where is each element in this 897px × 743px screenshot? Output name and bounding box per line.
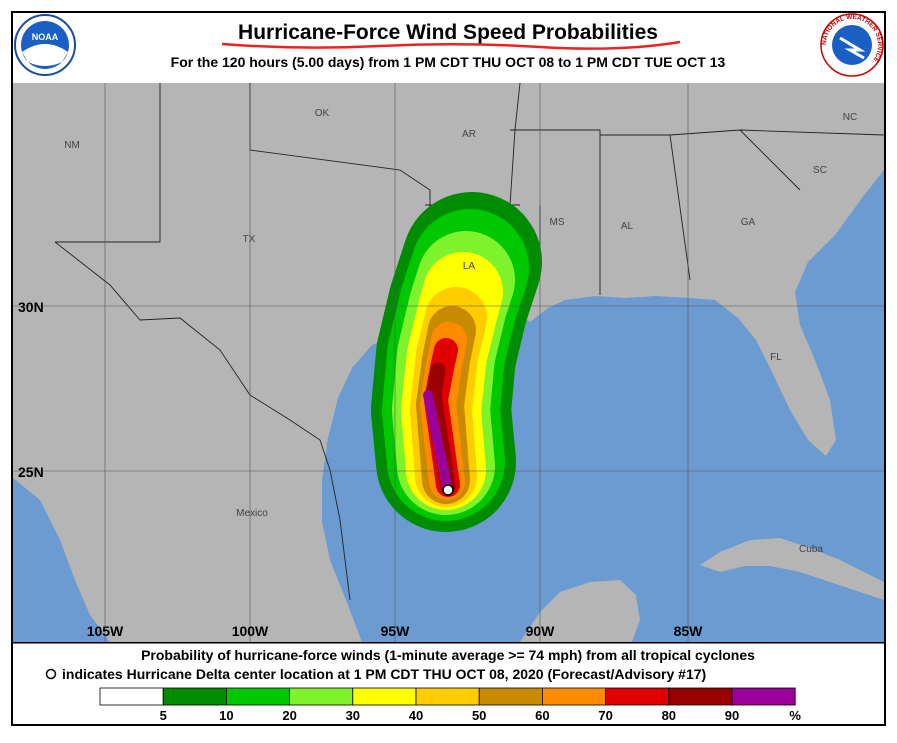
legend-swatch: [289, 687, 354, 706]
logo-text: NOAA: [32, 32, 59, 42]
region-label: FL: [770, 352, 782, 363]
subtitle: For the 120 hours (5.00 days) from 1 PM …: [171, 54, 726, 70]
lon-label: 95W: [381, 623, 411, 639]
legend-label: 60: [535, 708, 549, 723]
region-label: OK: [315, 108, 330, 119]
legend: 5 10 20 30 40 50 60 70 80 90%: [99, 687, 801, 723]
footer-line: indicates Hurricane Delta center locatio…: [62, 666, 706, 682]
left-logo: NOAA: [14, 14, 76, 76]
region-label: GA: [741, 217, 756, 228]
legend-swatch: [415, 687, 480, 706]
legend-label: 40: [409, 708, 423, 723]
lat-label: 30N: [18, 299, 44, 315]
storm-center: [442, 484, 454, 496]
legend-swatch: [478, 687, 543, 706]
legend-label: 70: [598, 708, 612, 723]
legend-label: 20: [282, 708, 296, 723]
legend-label: 5: [160, 708, 167, 723]
legend-swatch: [225, 687, 290, 706]
legend-label: 10: [219, 708, 233, 723]
region-label: LA: [463, 261, 476, 272]
legend-label: 50: [472, 708, 486, 723]
legend-swatch: [605, 687, 670, 706]
legend-swatch: [731, 687, 796, 706]
legend-label: 90: [725, 708, 739, 723]
region-label: Mexico: [236, 508, 268, 519]
lat-label: 25N: [18, 464, 44, 480]
cuba: [700, 538, 884, 600]
region-label: SC: [813, 165, 827, 176]
region-label: Cuba: [799, 544, 823, 555]
legend-label: 30: [346, 708, 360, 723]
legend-swatch: [542, 687, 607, 706]
graticule: [13, 83, 884, 642]
lon-label: 105W: [87, 623, 124, 639]
title: Hurricane-Force Wind Speed Probabilities: [238, 21, 658, 44]
footer-line: Probability of hurricane-force winds (1-…: [141, 647, 755, 663]
yucatan: [520, 580, 640, 642]
legend-swatch: [352, 687, 417, 706]
center-symbol: [45, 668, 57, 680]
legend-swatch: [99, 687, 164, 706]
divider: [13, 642, 884, 644]
swath-band: [423, 390, 452, 491]
map: NM OK AR TX MS AL GA SC NC LA FL Mexico Cuba 30N 25N 10…: [13, 83, 884, 642]
legend-label: 80: [662, 708, 676, 723]
region-label: NM: [64, 140, 80, 151]
underline: [221, 40, 681, 50]
region-label: TX: [243, 234, 256, 245]
legend-unit: %: [789, 708, 801, 723]
region-label: AL: [621, 221, 634, 232]
region-label: MS: [550, 217, 565, 228]
legend-swatch: [162, 687, 227, 706]
lon-label: 90W: [526, 623, 556, 639]
right-logo: NATIONAL WEATHER SERVICE: [820, 13, 884, 77]
region-label: AR: [462, 129, 476, 140]
region-label: NC: [843, 112, 857, 123]
probability-swath: [371, 192, 542, 532]
lon-label: 100W: [232, 623, 269, 639]
legend-swatch: [668, 687, 733, 706]
lon-label: 85W: [674, 623, 704, 639]
